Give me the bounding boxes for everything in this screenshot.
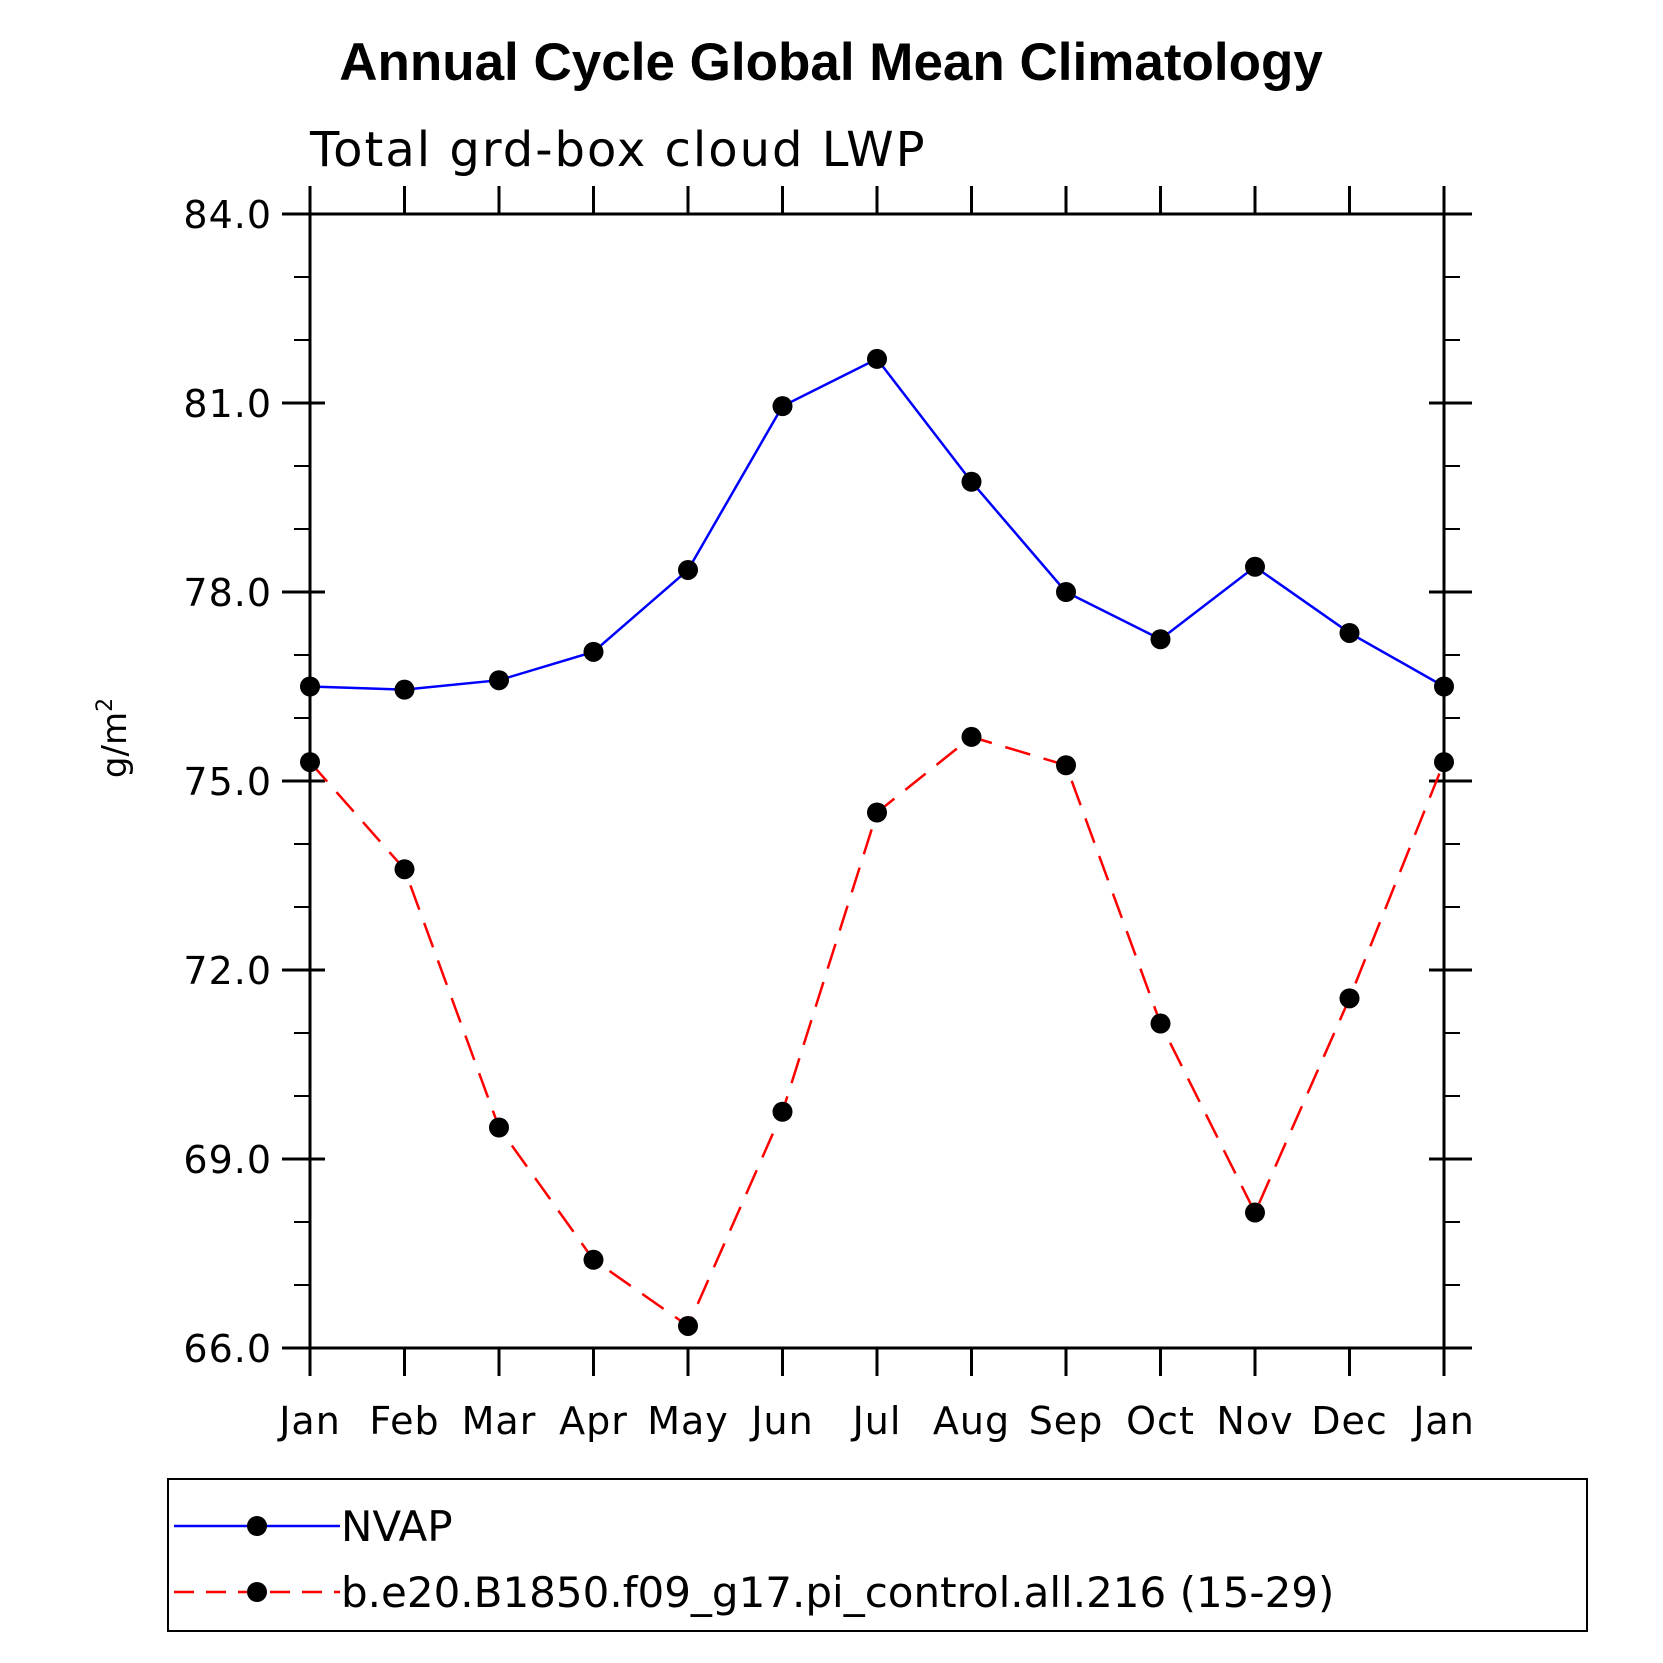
y-tick-label: 72.0 — [183, 949, 272, 993]
series-line-1 — [309, 357, 1445, 691]
series-2-point — [1245, 1202, 1265, 1223]
y-tick-label: 69.0 — [183, 1138, 272, 1182]
y-axis-label: g/m2 — [93, 698, 135, 778]
x-tick-label: Jun — [749, 1399, 813, 1443]
legend-label-1: NVAP — [341, 1502, 453, 1551]
x-tick-label: May — [647, 1399, 729, 1443]
series-2-point — [300, 752, 320, 773]
x-tick-label: Jul — [851, 1399, 902, 1443]
x-tick-label: Apr — [559, 1399, 628, 1443]
legend-label-2: b.e20.B1850.f09_g17.pi_control.all.216 (… — [341, 1568, 1334, 1617]
series-1-point — [1339, 622, 1360, 643]
series-1-point — [300, 676, 320, 697]
x-tick-label: Feb — [369, 1399, 439, 1443]
y-tick-label: 84.0 — [183, 193, 272, 237]
x-tick-label: Nov — [1216, 1399, 1293, 1443]
legend-marker-1 — [247, 1516, 267, 1536]
x-tick-label: Aug — [933, 1399, 1010, 1443]
series-2-point — [772, 1101, 793, 1122]
series-1-point — [1245, 556, 1265, 577]
series-1-point — [489, 670, 509, 691]
series-1-point — [867, 348, 887, 369]
series-1-point — [678, 559, 698, 580]
series-2-point — [489, 1117, 509, 1138]
x-tick-labels: Jan Feb Mar Apr May Jun Jul Aug Sep Oct Nov Dec Jan — [277, 1399, 1475, 1443]
y-axis-label-superscript: 2 — [93, 698, 118, 712]
series-1-point — [1434, 676, 1454, 697]
y-tick-label: 75.0 — [183, 760, 272, 804]
x-tick-label: Mar — [462, 1399, 537, 1443]
axis-ticks — [282, 186, 1472, 1376]
series-2-point — [678, 1315, 698, 1336]
series-2-point — [1339, 988, 1360, 1009]
series-1-point — [1056, 582, 1076, 602]
x-tick-label: Dec — [1311, 1399, 1388, 1443]
series-line-2 — [309, 735, 1446, 1328]
legend: NVAP b.e20.B1850.f09_g17.pi_control.all.2… — [174, 1502, 1334, 1617]
y-tick-labels: 66.0 69.0 72.0 75.0 78.0 81.0 84.0 — [183, 193, 272, 1371]
y-tick-label: 66.0 — [183, 1327, 272, 1371]
series-2-point — [1150, 1013, 1171, 1034]
series-2-point — [1434, 752, 1454, 773]
series-1-point — [961, 471, 982, 492]
series-2-point — [583, 1249, 604, 1270]
x-tick-label: Sep — [1029, 1399, 1104, 1443]
series-1-point — [394, 679, 415, 700]
x-tick-label: Oct — [1126, 1399, 1195, 1443]
legend-marker-2 — [247, 1582, 267, 1602]
x-tick-label: Jan — [277, 1399, 341, 1443]
series-2-point — [394, 859, 415, 880]
legend-box — [167, 1478, 1588, 1632]
series-2-point — [961, 726, 982, 747]
y-tick-label: 81.0 — [183, 382, 272, 426]
chart-subtitle: Total grd-box cloud LWP — [309, 122, 927, 178]
x-tick-label: Jan — [1411, 1399, 1475, 1443]
series-1-point — [1150, 629, 1171, 650]
plot-frame — [308, 212, 1446, 1350]
y-axis-label-text: g/m — [95, 712, 135, 778]
chart-title: Annual Cycle Global Mean Climatology — [339, 33, 1323, 92]
series-2-point — [867, 802, 887, 823]
svg-text:g/m2: g/m2 — [93, 698, 135, 778]
y-tick-label: 78.0 — [183, 571, 272, 615]
series-2-point — [1056, 755, 1076, 776]
series-layer — [300, 348, 1454, 1336]
series-1-point — [583, 641, 604, 662]
series-1-point — [772, 396, 793, 417]
